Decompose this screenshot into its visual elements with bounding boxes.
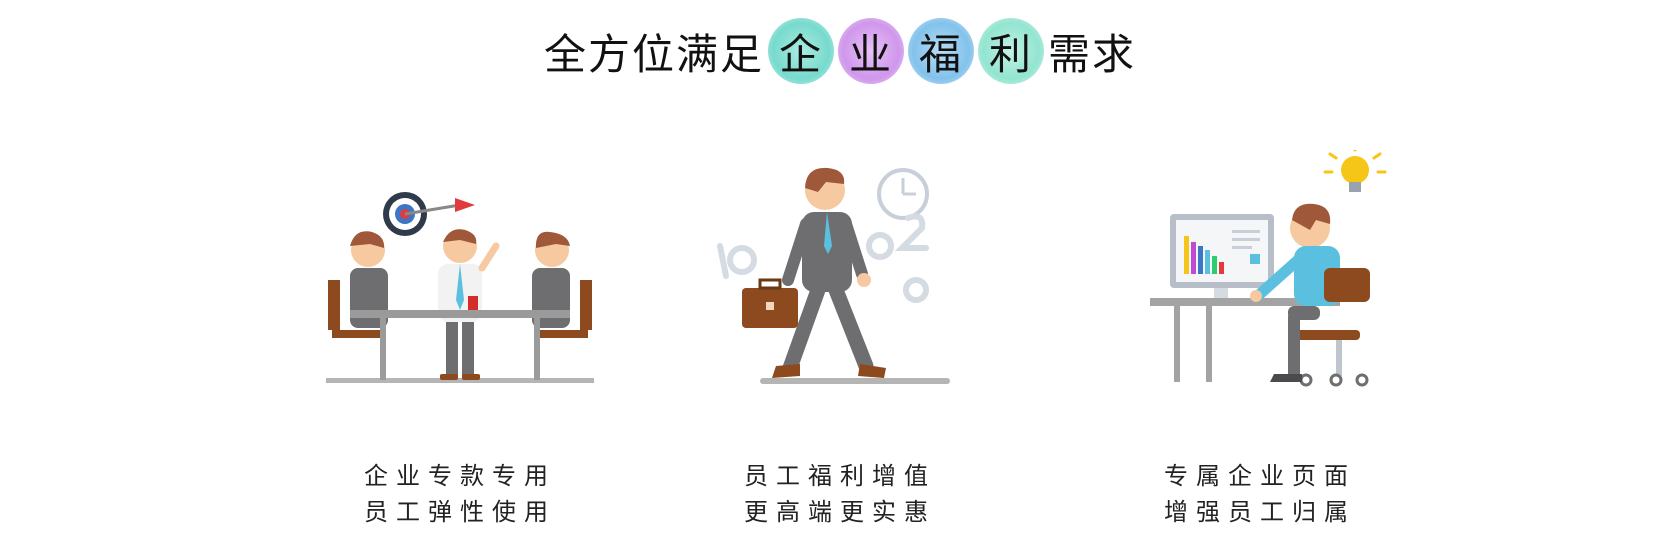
headline-highlight-4: 利 (978, 18, 1044, 84)
caption-1: 企业专款专用 员工弹性使用 (280, 458, 640, 530)
walking-illustration (690, 150, 990, 430)
caption-2: 员工福利增值 更高端更实惠 (660, 458, 1020, 530)
meeting-dartboard-icon (326, 192, 594, 383)
headline-suffix: 需求 (1048, 29, 1137, 79)
desk-computer-lightbulb-icon (1150, 142, 1387, 387)
caption-3-line-1: 专属企业页面 (1164, 462, 1356, 490)
caption-3-line-2: 增强员工归属 (1164, 498, 1356, 526)
headline-highlight-2: 业 (838, 18, 904, 84)
caption-1-line-1: 企业专款专用 (364, 462, 556, 490)
caption-2-line-1: 员工福利增值 (744, 462, 936, 490)
walking-businessman-clock-icon (717, 167, 950, 384)
caption-1-line-2: 员工弹性使用 (364, 498, 556, 526)
headline: 全方位满足 企 业 福 利 需求 (0, 18, 1680, 84)
headline-highlight-1: 企 (768, 18, 834, 84)
headline-prefix: 全方位满足 (543, 29, 764, 79)
caption-3: 专属企业页面 增强员工归属 (1080, 458, 1440, 530)
headline-highlight-3: 福 (908, 18, 974, 84)
meeting-illustration (310, 150, 610, 430)
caption-2-line-2: 更高端更实惠 (744, 498, 936, 526)
desk-illustration (1110, 142, 1410, 430)
